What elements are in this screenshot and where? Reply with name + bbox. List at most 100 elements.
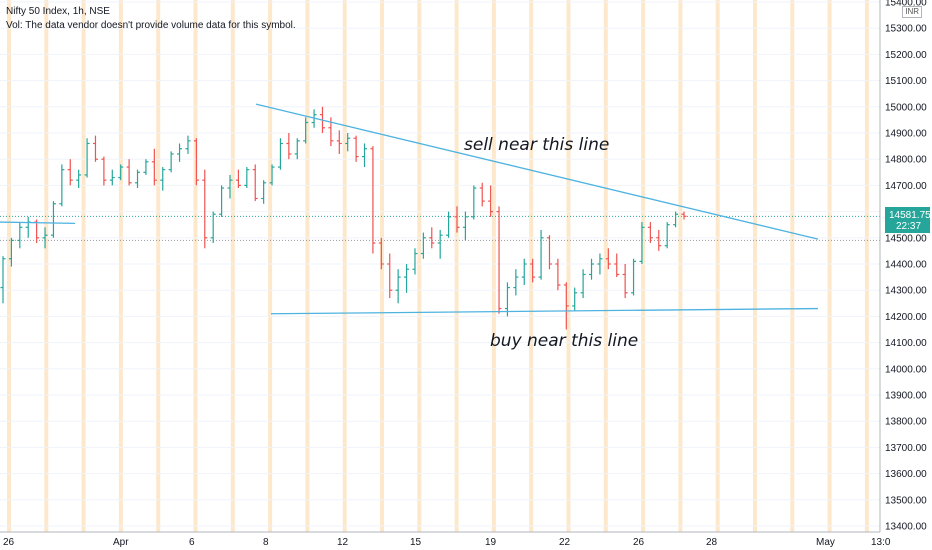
ohlc-bar	[673, 211, 679, 228]
ohlc-bar	[345, 133, 351, 152]
sell-annotation: sell near this line	[464, 135, 609, 155]
time-tick-label: 6	[189, 537, 195, 548]
price-tick-label: 14100.00	[885, 338, 927, 349]
time-tick-label: 12	[337, 537, 349, 548]
ohlc-bar	[135, 169, 141, 189]
ohlc-bar	[496, 206, 502, 314]
session-band	[864, 0, 869, 532]
ohlc-bar	[235, 169, 241, 189]
ohlc-bar	[92, 135, 98, 162]
ohlc-bar	[244, 167, 250, 189]
time-tick-label: 13:0	[871, 537, 891, 548]
session-band	[7, 0, 11, 532]
ohlc-bar	[572, 287, 578, 312]
time-tick-label: 22	[559, 537, 571, 548]
time-tick-label: Apr	[113, 537, 129, 548]
price-tick-label: 13900.00	[885, 391, 927, 402]
session-band	[417, 0, 422, 532]
time-axis[interactable]: 26 Apr 6 8 12 15 19 22 26 28 May 13:0	[0, 531, 932, 550]
ohlc-bar	[202, 169, 208, 249]
price-tick-label: 13700.00	[885, 443, 927, 454]
session-band	[230, 0, 235, 532]
ohlc-bar	[219, 185, 225, 217]
time-tick-label: May	[816, 537, 835, 548]
session-band	[678, 0, 683, 532]
time-tick-label: 28	[706, 537, 718, 548]
session-band	[491, 0, 496, 532]
price-tick-label: 13600.00	[885, 469, 927, 480]
ohlc-bar	[404, 264, 410, 293]
ohlc-bar	[185, 135, 191, 154]
ohlc-bar	[664, 222, 670, 249]
ohlc-bar	[252, 164, 258, 202]
ohlc-bar	[521, 258, 527, 285]
time-axis-bg	[0, 532, 932, 550]
ohlc-bar	[151, 148, 157, 186]
ohlc-bar	[269, 164, 275, 186]
ohlc-bar	[681, 211, 687, 220]
ohlc-bar	[59, 164, 65, 207]
session-band	[827, 0, 832, 532]
price-tick-label: 14500.00	[885, 233, 927, 244]
time-tick-label: 26	[3, 537, 15, 548]
ohlc-bar	[563, 282, 569, 330]
trend-line[interactable]	[270, 307, 819, 315]
chart-legend: Nifty 50 Index, 1h, NSE Vol: The data ve…	[6, 5, 296, 33]
ohlc-bar	[420, 232, 426, 259]
session-highlights	[7, 0, 869, 532]
ohlc-bar	[101, 156, 107, 186]
ohlc-bar	[109, 169, 115, 186]
ohlc-bar	[0, 256, 6, 304]
ohlc-bar	[294, 138, 300, 160]
trend-line[interactable]	[255, 103, 819, 240]
ohlc-bar	[76, 169, 82, 189]
ohlc-bar	[126, 159, 132, 186]
ohlc-bar	[277, 138, 283, 170]
price-tick-label: 14400.00	[885, 260, 927, 271]
ohlc-bar	[67, 159, 73, 186]
ohlc-bar	[614, 253, 620, 278]
price-tick-label: 15300.00	[885, 24, 927, 35]
time-tick-label: 15	[410, 537, 422, 548]
session-band	[641, 0, 646, 532]
ohlc-bar	[210, 211, 216, 244]
session-band	[529, 0, 534, 532]
time-tick-label: 19	[485, 537, 497, 548]
ohlc-bar	[168, 151, 174, 173]
price-tick-label: 13800.00	[885, 417, 927, 428]
ohlc-bar	[513, 269, 519, 296]
ohlc-bar	[42, 227, 48, 249]
price-tick-label: 14700.00	[885, 181, 927, 192]
ohlc-bar	[504, 282, 510, 317]
ohlc-bar	[353, 135, 359, 162]
ohlc-bar	[639, 222, 645, 264]
last-price-value: 14581.75	[889, 210, 931, 221]
session-band	[81, 0, 86, 532]
ohlc-bar	[387, 253, 393, 299]
session-band	[342, 0, 347, 532]
price-tick-label: 15000.00	[885, 102, 927, 113]
currency-label[interactable]: INR	[902, 6, 922, 18]
countdown-value: 22:37	[896, 221, 921, 232]
ohlc-bar	[412, 248, 418, 275]
last-price-tag: 14581.75 22:37	[885, 207, 931, 233]
buy-annotation: buy near this line	[490, 331, 638, 351]
trend-line[interactable]	[0, 221, 76, 225]
ohlc-bar	[429, 227, 435, 249]
price-axis[interactable]: 15400.00 15300.00 15200.00 15100.00 15000.00…	[879, 0, 932, 550]
price-tick-label: 14000.00	[885, 364, 927, 375]
session-band	[193, 0, 198, 532]
session-band	[715, 0, 720, 532]
ohlc-bar	[555, 258, 561, 291]
session-band	[790, 0, 795, 532]
ohlc-bar	[605, 248, 611, 270]
session-band	[380, 0, 384, 532]
symbol-title[interactable]: Nifty 50 Index, 1h, NSE	[6, 6, 110, 17]
ohlc-bar	[597, 253, 603, 275]
session-band	[44, 0, 49, 532]
ohlc-bar	[25, 216, 31, 238]
session-band	[268, 0, 273, 532]
ohlc-bar	[395, 269, 401, 304]
price-tick-label: 13400.00	[885, 522, 927, 533]
